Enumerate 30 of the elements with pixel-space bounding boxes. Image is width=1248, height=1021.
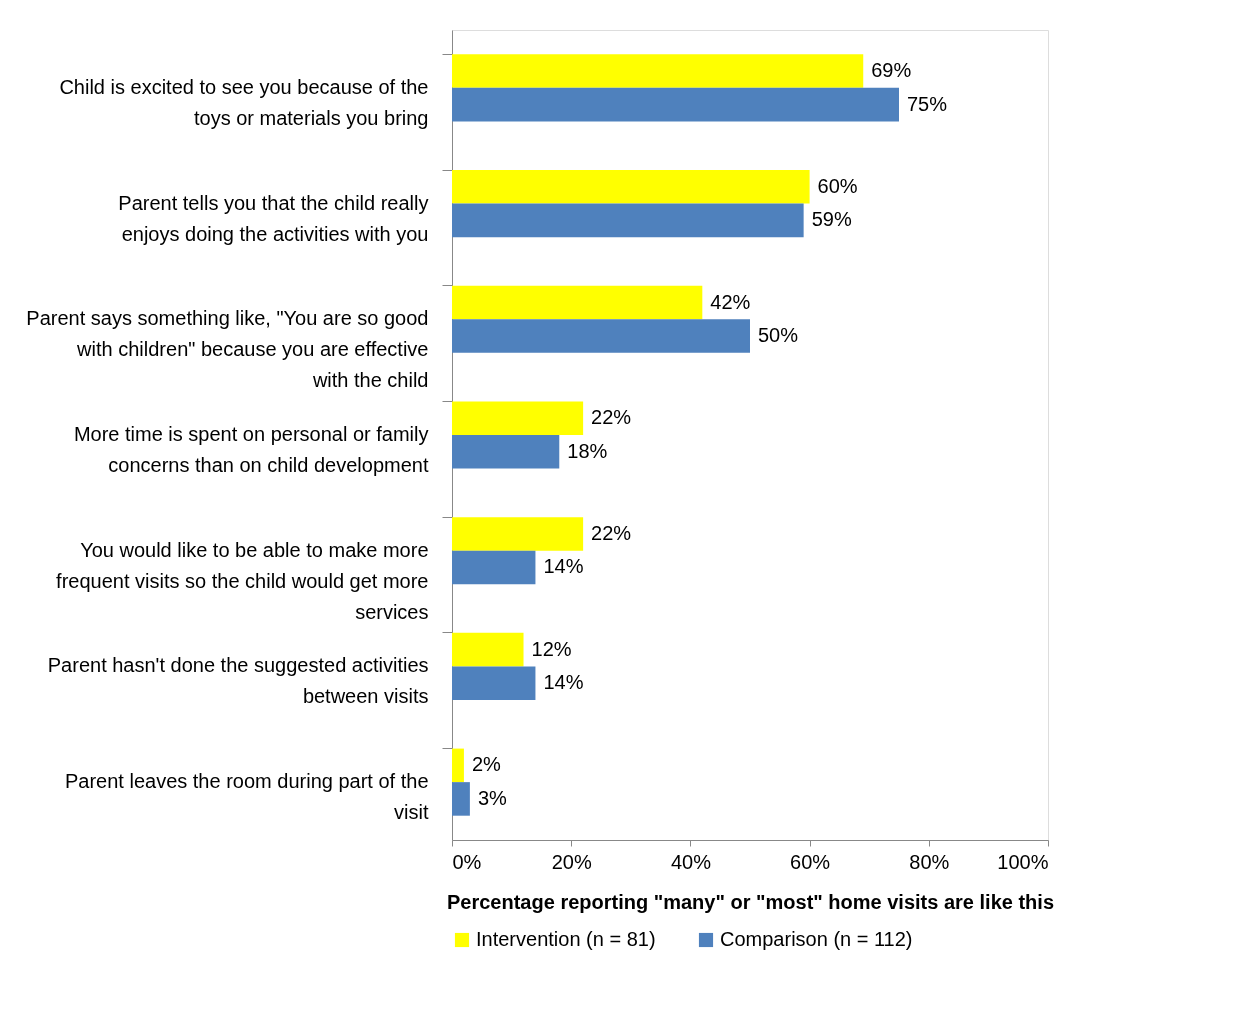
text: 14% [543, 671, 584, 694]
y-tick-label: Child is excited to see you because of the toys or materials you bring [59, 75, 429, 129]
text: 22% [591, 406, 632, 429]
text: 18% [567, 439, 608, 462]
y-tick-label: More time is spent on personal or family concerns than on child development [73, 423, 429, 476]
x-tick-label: 80% [909, 850, 950, 873]
x-tick-label: 0% [452, 850, 482, 873]
y-tick-label: Parent says something like, "You are so good with children" because you are effective with the child [26, 307, 429, 392]
y-tick-label: Parent leaves the room during part of the visit [64, 770, 429, 824]
text: 12% [531, 637, 572, 660]
text: 3% [477, 786, 507, 809]
text: 22% [591, 521, 632, 544]
x-tick-label: 40% [670, 850, 712, 873]
y-tick-label: Parent hasn't done the suggested activities between visits [47, 654, 429, 708]
y-tick-label: Parent tells you that the child really enjoys doing the activities with you [118, 191, 429, 245]
legend-label: Comparison (n = 112) [720, 928, 913, 950]
y-tick-label: You would like to be able to make more frequent visits so the child would get more services [56, 538, 429, 623]
text: 2% [471, 753, 501, 776]
text: 69% [871, 59, 912, 82]
text: 42% [710, 290, 751, 313]
text: 50% [758, 324, 799, 347]
x-tick-label: 100% [997, 850, 1049, 873]
text: 75% [907, 92, 948, 115]
text: 60% [817, 174, 858, 197]
legend-label: Intervention (n = 81) [476, 928, 656, 950]
text: 14% [543, 555, 584, 578]
x-tick-label: 60% [790, 850, 831, 873]
x-axis-title: Percentage reporting "many" or "most" home visits are like this [446, 890, 1055, 913]
x-tick-label: 20% [551, 850, 592, 873]
text: 59% [811, 208, 852, 231]
